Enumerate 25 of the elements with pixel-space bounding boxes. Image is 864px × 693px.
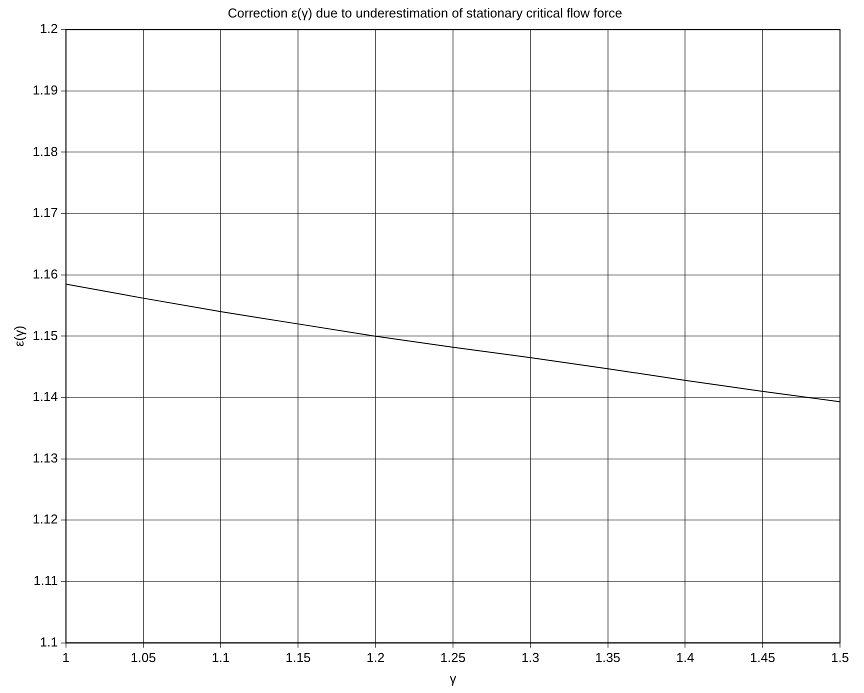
x-axis-title: γ — [450, 670, 457, 686]
y-tick-label: 1.15 — [32, 328, 58, 343]
chart-title: Correction ε(γ) due to underestimation of stationary critical flow force — [228, 5, 622, 20]
y-tick-label: 1.13 — [32, 450, 58, 466]
x-tick-label: 1.15 — [285, 650, 311, 666]
x-tick-label: 1.1 — [212, 650, 230, 666]
y-tick-label: 1.14 — [32, 389, 58, 404]
x-tick-label: 1.3 — [521, 650, 540, 666]
y-tick-label: 1.11 — [34, 573, 58, 588]
x-tick-label: 1.35 — [595, 650, 620, 666]
x-tick-label: 1.05 — [130, 650, 156, 666]
x-tick-label: 1.25 — [440, 650, 466, 666]
y-tick-label: 1.12 — [32, 512, 58, 527]
x-tick-label: 1.5 — [830, 650, 850, 666]
y-tick-label: 1.18 — [32, 144, 58, 159]
y-tick-label: 1.16 — [32, 266, 58, 282]
y-tick-label: 1.17 — [32, 205, 58, 220]
y-tick-label: 1.1 — [40, 634, 58, 650]
x-tick-label: 1 — [62, 650, 70, 666]
y-tick-label: 1.19 — [32, 82, 58, 98]
y-tick-label: 1.2 — [40, 21, 58, 36]
x-tick-label: 1.4 — [676, 650, 694, 666]
x-tick-label: 1.2 — [366, 650, 385, 666]
y-axis-title: ε(γ) — [11, 326, 26, 347]
x-tick-label: 1.45 — [750, 650, 776, 666]
